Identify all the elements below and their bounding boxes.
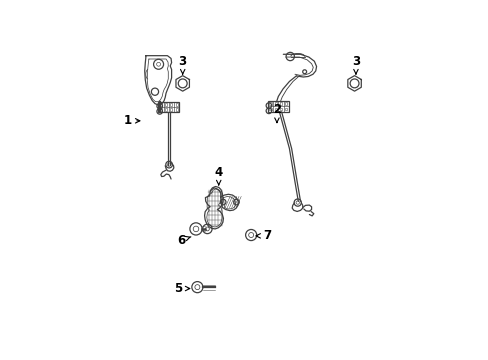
Bar <box>160 108 162 111</box>
Bar <box>165 108 167 111</box>
Text: 7: 7 <box>256 229 271 242</box>
Bar <box>274 102 276 105</box>
Bar <box>175 108 177 111</box>
Bar <box>158 102 179 112</box>
Bar <box>279 108 282 111</box>
Text: 4: 4 <box>214 166 223 185</box>
Bar <box>165 103 167 106</box>
Bar <box>269 102 271 105</box>
Text: 2: 2 <box>272 103 281 122</box>
Bar <box>269 108 271 111</box>
Bar <box>170 103 172 106</box>
Bar <box>170 108 172 111</box>
Bar <box>285 108 286 111</box>
Bar <box>274 108 276 111</box>
Text: 1: 1 <box>123 114 140 127</box>
Text: 3: 3 <box>351 55 359 74</box>
Bar <box>160 103 162 106</box>
Text: 3: 3 <box>178 55 186 74</box>
Bar <box>285 102 286 105</box>
Text: 5: 5 <box>174 282 189 295</box>
Bar <box>279 102 282 105</box>
Text: 6: 6 <box>177 234 190 247</box>
Bar <box>175 103 177 106</box>
Bar <box>267 101 288 112</box>
